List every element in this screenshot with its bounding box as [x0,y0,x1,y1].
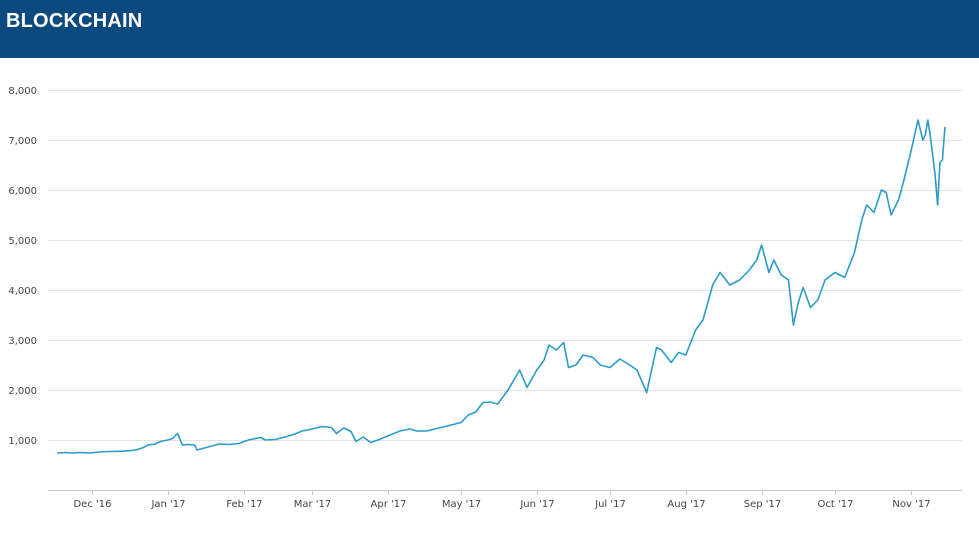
price-series-line [57,119,946,454]
y-tick-label: 7,000 [8,136,37,147]
y-tick-label: 5,000 [8,236,37,247]
y-tick-label: 8,000 [8,86,37,97]
x-tick-label: May '17 [442,499,481,510]
x-tick-label: Jun '17 [519,499,554,510]
x-tick-label: Mar '17 [294,499,332,510]
x-tick-label: Nov '17 [892,499,930,510]
price-chart: 1,000 2,000 3,000 4,000 5,000 6,000 7,000 8,000… [0,58,979,534]
page-title: BLOCKCHAIN [6,10,143,32]
y-tick-label: 1,000 [8,436,37,447]
line-chart-svg: 1,000 2,000 3,000 4,000 5,000 6,000 7,000 8,000… [8,86,962,510]
x-tick-label: Jan '17 [150,499,185,510]
x-tick-label: Dec '16 [73,499,111,510]
y-tick-label: 4,000 [8,286,37,297]
y-tick-label: 2,000 [8,386,37,397]
x-tick-label: Oct '17 [818,499,854,510]
x-tick-label: Apr '17 [371,499,407,510]
x-tick-label: Jul '17 [594,499,626,510]
x-tick-label: Aug '17 [667,499,705,510]
y-tick-label: 3,000 [8,336,37,347]
header-bar: BLOCKCHAIN [0,0,979,58]
x-tick-label: Sep '17 [744,499,782,510]
x-tick-label: Feb '17 [226,499,262,510]
y-tick-label: 6,000 [8,186,37,197]
